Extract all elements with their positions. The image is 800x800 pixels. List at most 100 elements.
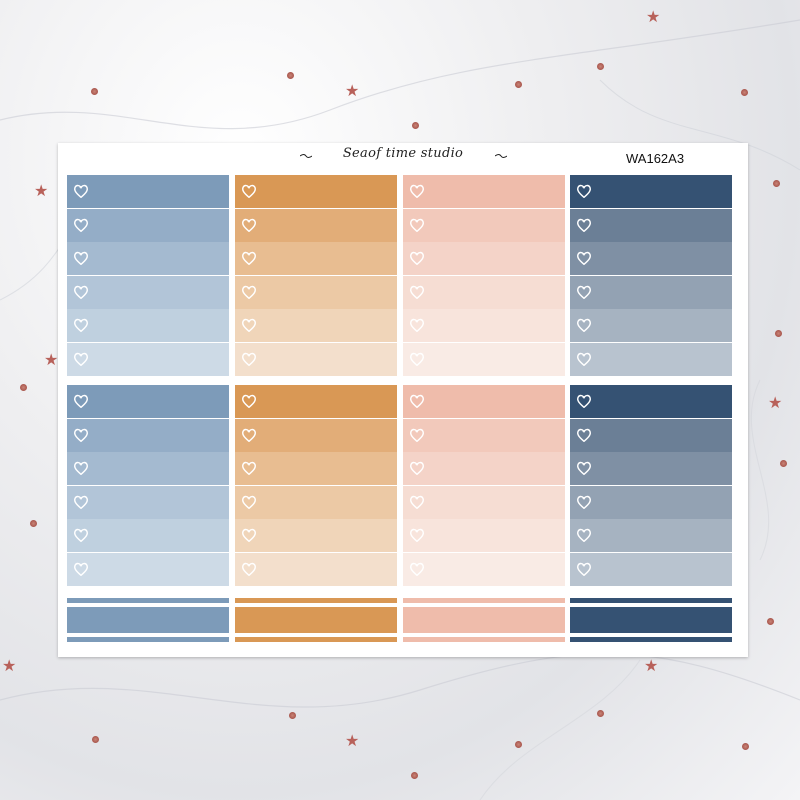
checklist-sticker[interactable] bbox=[403, 418, 565, 452]
checklist-sticker[interactable] bbox=[403, 175, 565, 208]
checklist-sticker[interactable] bbox=[403, 485, 565, 519]
heart-outline-icon bbox=[408, 316, 426, 334]
checklist-sticker[interactable] bbox=[235, 275, 397, 309]
checklist-sticker[interactable] bbox=[235, 242, 397, 275]
heart-outline-icon bbox=[72, 493, 90, 511]
checklist-sticker[interactable] bbox=[67, 309, 229, 342]
star-confetti: ★ bbox=[34, 181, 49, 200]
header-strip-sticker[interactable] bbox=[403, 637, 565, 642]
sheet-code: WA162A3 bbox=[626, 151, 685, 166]
checklist-sticker[interactable] bbox=[235, 418, 397, 452]
heart-outline-icon bbox=[240, 182, 258, 200]
checklist-sticker[interactable] bbox=[403, 552, 565, 586]
heart-outline-icon bbox=[575, 182, 593, 200]
checklist-sticker[interactable] bbox=[570, 342, 732, 376]
header-strip-sticker[interactable] bbox=[403, 607, 565, 633]
header-strip-sticker[interactable] bbox=[67, 637, 229, 642]
checklist-sticker[interactable] bbox=[235, 485, 397, 519]
checklist-sticker[interactable] bbox=[235, 208, 397, 242]
heart-outline-icon bbox=[575, 392, 593, 410]
glitter-dot bbox=[92, 736, 99, 743]
heart-outline-icon bbox=[72, 392, 90, 410]
checklist-sticker[interactable] bbox=[403, 519, 565, 552]
checklist-sticker[interactable] bbox=[570, 275, 732, 309]
heart-outline-icon bbox=[72, 182, 90, 200]
heart-outline-icon bbox=[240, 249, 258, 267]
heart-outline-icon bbox=[240, 560, 258, 578]
header-strip-sticker[interactable] bbox=[570, 607, 732, 633]
glitter-dot bbox=[597, 710, 604, 717]
checklist-sticker[interactable] bbox=[235, 552, 397, 586]
checklist-sticker[interactable] bbox=[67, 385, 229, 418]
checklist-sticker[interactable] bbox=[403, 242, 565, 275]
glitter-dot bbox=[287, 72, 294, 79]
checklist-sticker[interactable] bbox=[570, 552, 732, 586]
checklist-sticker[interactable] bbox=[235, 519, 397, 552]
heart-outline-icon bbox=[575, 426, 593, 444]
heart-outline-icon bbox=[408, 350, 426, 368]
checklist-sticker[interactable] bbox=[67, 342, 229, 376]
star-confetti: ★ bbox=[644, 656, 659, 675]
checklist-sticker[interactable] bbox=[235, 309, 397, 342]
star-confetti: ★ bbox=[345, 731, 360, 750]
heart-outline-icon bbox=[72, 350, 90, 368]
heart-outline-icon bbox=[575, 493, 593, 511]
brand-logo: Seaof time studio bbox=[342, 146, 464, 161]
checklist-sticker[interactable] bbox=[570, 242, 732, 275]
checklist-sticker[interactable] bbox=[403, 275, 565, 309]
header-strip-sticker[interactable] bbox=[67, 598, 229, 603]
checklist-sticker[interactable] bbox=[235, 342, 397, 376]
star-confetti: ★ bbox=[2, 656, 17, 675]
heart-outline-icon bbox=[240, 459, 258, 477]
checklist-sticker[interactable] bbox=[67, 275, 229, 309]
checklist-sticker[interactable] bbox=[67, 452, 229, 485]
checklist-sticker[interactable] bbox=[570, 175, 732, 208]
checklist-sticker[interactable] bbox=[403, 385, 565, 418]
checklist-sticker[interactable] bbox=[570, 418, 732, 452]
checklist-sticker[interactable] bbox=[67, 175, 229, 208]
checklist-sticker[interactable] bbox=[570, 452, 732, 485]
checklist-sticker[interactable] bbox=[67, 242, 229, 275]
checklist-sticker[interactable] bbox=[235, 452, 397, 485]
glitter-dot bbox=[289, 712, 296, 719]
header-strip-sticker[interactable] bbox=[570, 637, 732, 642]
header-strip-sticker[interactable] bbox=[235, 607, 397, 633]
checklist-sticker[interactable] bbox=[403, 309, 565, 342]
heart-outline-icon bbox=[575, 216, 593, 234]
checklist-sticker[interactable] bbox=[67, 552, 229, 586]
header-strip-sticker[interactable] bbox=[67, 607, 229, 633]
checklist-sticker[interactable] bbox=[570, 208, 732, 242]
header-strip-sticker[interactable] bbox=[235, 637, 397, 642]
checklist-sticker[interactable] bbox=[570, 309, 732, 342]
flourish-left-icon bbox=[300, 154, 312, 158]
heart-outline-icon bbox=[408, 283, 426, 301]
glitter-dot bbox=[20, 384, 27, 391]
heart-outline-icon bbox=[575, 560, 593, 578]
star-confetti: ★ bbox=[768, 393, 783, 412]
checklist-sticker[interactable] bbox=[570, 385, 732, 418]
checklist-sticker[interactable] bbox=[570, 485, 732, 519]
header-strip-sticker[interactable] bbox=[403, 598, 565, 603]
heart-outline-icon bbox=[408, 216, 426, 234]
heart-outline-icon bbox=[72, 216, 90, 234]
heart-outline-icon bbox=[72, 249, 90, 267]
checklist-sticker[interactable] bbox=[67, 485, 229, 519]
heart-outline-icon bbox=[240, 426, 258, 444]
heart-outline-icon bbox=[408, 392, 426, 410]
glitter-dot bbox=[412, 122, 419, 129]
heart-outline-icon bbox=[240, 493, 258, 511]
glitter-dot bbox=[741, 89, 748, 96]
checklist-sticker[interactable] bbox=[403, 452, 565, 485]
checklist-sticker[interactable] bbox=[67, 208, 229, 242]
glitter-dot bbox=[742, 743, 749, 750]
checklist-sticker[interactable] bbox=[67, 519, 229, 552]
header-strip-sticker[interactable] bbox=[570, 598, 732, 603]
checklist-sticker[interactable] bbox=[570, 519, 732, 552]
checklist-sticker[interactable] bbox=[403, 342, 565, 376]
header-strip-sticker[interactable] bbox=[235, 598, 397, 603]
checklist-sticker[interactable] bbox=[235, 385, 397, 418]
checklist-sticker[interactable] bbox=[403, 208, 565, 242]
checklist-sticker[interactable] bbox=[67, 418, 229, 452]
heart-outline-icon bbox=[72, 560, 90, 578]
checklist-sticker[interactable] bbox=[235, 175, 397, 208]
